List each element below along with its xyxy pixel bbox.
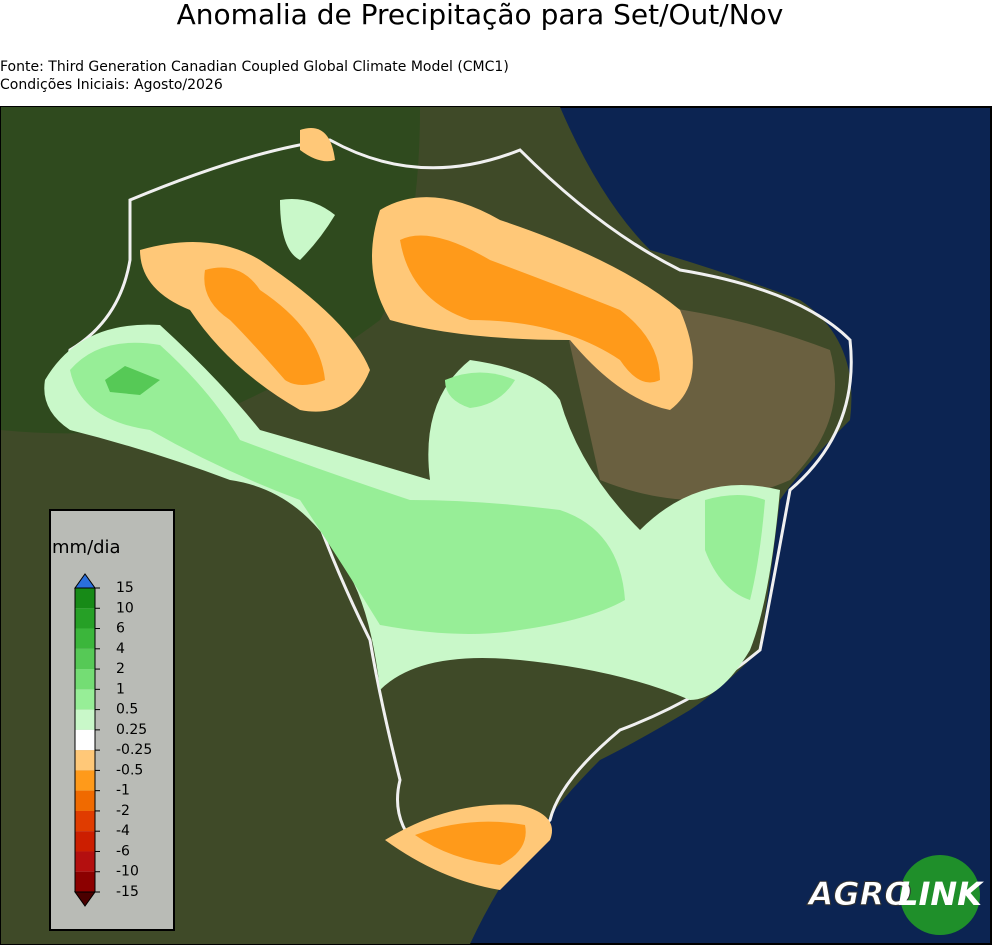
colorbar-band: [75, 628, 95, 649]
colorbar-tick-label: -0.5: [116, 762, 143, 778]
colorbar-band: [75, 648, 95, 670]
colorbar-tick-label: -6: [116, 843, 130, 859]
colorbar-tick-label: -0.25: [116, 742, 152, 758]
colorbar-tick-label: -1: [116, 783, 130, 799]
colorbar-tick-label: 6: [116, 621, 125, 637]
colorbar-band: [75, 588, 95, 609]
logo-right: LINK: [898, 875, 984, 913]
logo-left: AGRO: [806, 875, 912, 913]
colorbar-tick-label: 10: [116, 600, 134, 616]
colorbar-band: [75, 770, 95, 791]
dry-core: [204, 267, 325, 385]
colorbar-tick-label: -15: [116, 884, 139, 900]
wet-peak: [105, 366, 160, 395]
dry-core: [400, 235, 660, 383]
wet-core: [445, 372, 515, 408]
dry-core: [415, 821, 526, 865]
dry-area: [300, 128, 335, 162]
source: Fonte: Third Generation Canadian Coupled…: [0, 59, 509, 75]
colorbar-unit: mm/dia: [52, 537, 121, 558]
colorbar-band: [75, 750, 95, 771]
wet-core: [705, 495, 765, 600]
colorbar-tick-label: 2: [116, 661, 125, 677]
title: Anomalia de Precipitação para Set/Out/No…: [177, 0, 784, 31]
colorbar-band: [75, 851, 95, 872]
colorbar-band: [75, 689, 95, 710]
colorbar-scale: 15 10 6 4 2 1 0.5 0.25 -0.25 -0.5 -1 -2 -4 -6 -10 -15: [74, 573, 152, 907]
colorbar-band: [75, 608, 95, 629]
colorbar-band: [75, 831, 95, 852]
colorbar-band: [75, 709, 95, 730]
logo: AGRO LINK: [805, 855, 984, 935]
colorbar-frame: [74, 587, 96, 893]
colorbar-tick-label: 4: [116, 641, 125, 657]
wet-core: [70, 342, 625, 634]
colorbar: mm/dia 15 10 6 4 2 1 0.5 0.25 -0.25 -0.5 -1 -2 -4 -6 -…: [49, 509, 175, 931]
colorbar-box: [49, 509, 175, 931]
wet-area: [280, 199, 335, 260]
colorbar-band: [75, 871, 95, 892]
colorbar-tick-label: -2: [116, 803, 130, 819]
colorbar-tick-label: 0.5: [116, 702, 138, 718]
colorbar-band: [75, 729, 95, 751]
colorbar-tick-label: -10: [116, 864, 139, 880]
colorbar-tick-label: 15: [116, 580, 134, 596]
initial-conditions: Condições Iniciais: Agosto/2026: [0, 77, 223, 93]
colorbar-band: [75, 790, 95, 811]
colorbar-band: [75, 669, 95, 690]
logo-circle: [900, 855, 980, 935]
colorbar-band: [75, 810, 95, 832]
map: [0, 106, 992, 945]
colorbar-tick-label: 1: [116, 681, 125, 697]
colorbar-tick-label: -4: [116, 823, 130, 839]
colorbar-tick-label: 0.25: [116, 722, 147, 738]
